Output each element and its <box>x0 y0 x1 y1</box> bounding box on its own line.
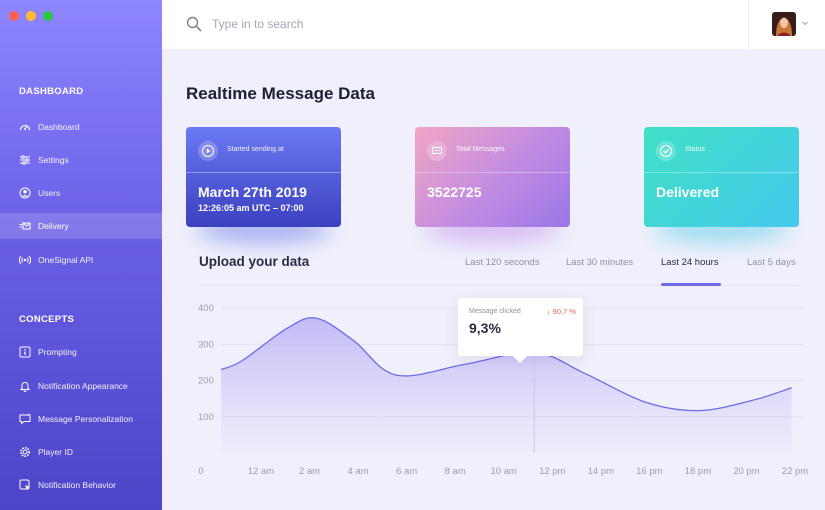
sidebar-item-onesignal-api[interactable]: OneSignal API <box>0 247 162 273</box>
broadcast-icon <box>19 255 31 265</box>
page-title: Realtime Message Data <box>186 84 375 103</box>
message-chart: 100 200 300 400 0 12 am 2 am 4 am 6 am 8 am 10 am 1… <box>198 303 808 477</box>
y-tick-label: 200 <box>198 376 214 387</box>
message-icon <box>19 413 31 425</box>
sidebar-item-prompting[interactable]: Prompting <box>0 339 162 365</box>
sidebar-item-settings[interactable]: Settings <box>0 147 162 173</box>
x-tick-label: 12 am <box>248 466 274 477</box>
card-label: Started sending at <box>227 146 284 153</box>
section-title-dashboard: DASHBOARD <box>19 86 84 97</box>
x-tick-label: 16 pm <box>636 466 662 477</box>
close-window-button[interactable] <box>9 11 19 21</box>
card-divider <box>415 172 570 173</box>
window-controls <box>9 11 53 21</box>
x-tick-label: 14 pm <box>588 466 614 477</box>
y-tick-label: 300 <box>198 339 214 350</box>
tab-last-24-hours[interactable]: Last 24 hours <box>661 257 719 268</box>
sidebar-item-label: Player ID <box>38 447 73 457</box>
card-value: Delivered <box>656 184 720 200</box>
card-subvalue: 12:26:05 am UTC – 07:00 <box>198 203 304 213</box>
check-icon <box>656 141 676 161</box>
play-icon <box>198 141 218 161</box>
sidebar-item-dashboard[interactable]: Dashboard <box>0 114 162 140</box>
x-tick-label: 20 pm <box>733 466 759 477</box>
sidebar-item-message-personalization[interactable]: Message Personalization <box>0 406 162 432</box>
card-divider <box>644 172 799 173</box>
gear-icon <box>20 447 30 457</box>
tabs-baseline <box>199 285 799 286</box>
x-tick-label: 6 am <box>396 466 417 477</box>
x-tick-label: 4 am <box>348 466 369 477</box>
minimize-window-button[interactable] <box>26 11 36 21</box>
bell-icon <box>19 382 31 392</box>
card-label: Total Messages <box>456 146 505 153</box>
search-input[interactable] <box>212 14 612 34</box>
sidebar-item-label: Notification Appearance <box>38 381 128 391</box>
chevron-down-icon[interactable] <box>801 19 809 27</box>
chart-tooltip: Message clicked ↓ 90,7 % 9,3% <box>458 298 583 356</box>
chart-area <box>221 317 792 453</box>
sidebar-item-label: Dashboard <box>38 122 80 132</box>
cursor-icon <box>19 479 30 490</box>
x-tick-label: 18 pm <box>685 466 711 477</box>
sidebar: DASHBOARD Dashboard Settings Users Deliv… <box>0 0 162 510</box>
zoom-window-button[interactable] <box>43 11 53 21</box>
avatar-portrait-icon <box>772 12 796 36</box>
sidebar-item-delivery[interactable]: Delivery <box>0 213 162 239</box>
x-tick-label: 10 am <box>491 466 517 477</box>
x-tick-label: 12 pm <box>539 466 565 477</box>
tab-last-5-days[interactable]: Last 5 days <box>747 257 796 268</box>
total-messages-card: Total Messages 3522725 <box>415 127 570 227</box>
sidebar-item-label: Settings <box>38 155 69 165</box>
card-value: March 27th 2019 <box>198 184 307 200</box>
sidebar-item-label: Prompting <box>38 347 77 357</box>
avatar[interactable] <box>772 12 796 36</box>
sidebar-item-player-id[interactable]: Player ID <box>0 439 162 465</box>
sliders-icon <box>20 155 30 165</box>
chart-line <box>220 317 792 412</box>
top-bar-divider <box>748 0 749 49</box>
x-tick-label: 2 am <box>299 466 320 477</box>
sidebar-item-label: OneSignal API <box>38 255 94 265</box>
tooltip-delta: ↓ 90,7 % <box>546 307 576 316</box>
sidebar-item-notification-behavior[interactable]: Notification Behavior <box>0 472 162 498</box>
sidebar-item-users[interactable]: Users <box>0 180 162 206</box>
x-tick-label: 8 am <box>445 466 466 477</box>
y-tick-label: 100 <box>198 412 214 423</box>
sidebar-item-label: Notification Behavior <box>38 480 116 490</box>
user-icon <box>19 187 31 199</box>
tab-last-30-minutes[interactable]: Last 30 minutes <box>566 257 634 268</box>
top-bar <box>162 0 825 49</box>
y-tick-label: 400 <box>198 303 214 314</box>
info-icon <box>19 346 31 358</box>
tab-last-120-seconds[interactable]: Last 120 seconds <box>465 257 540 268</box>
status-card: Status Delivered <box>644 127 799 227</box>
x-tick-label: 22 pm <box>782 466 808 477</box>
sidebar-item-label: Message Personalization <box>38 414 133 424</box>
tooltip-value: 9,3% <box>469 320 501 336</box>
upload-title: Upload your data <box>199 254 310 269</box>
delivery-icon <box>19 222 31 230</box>
sidebar-item-label: Delivery <box>38 221 69 231</box>
card-value: 3522725 <box>427 184 482 200</box>
section-title-concepts: CONCEPTS <box>19 314 75 325</box>
sidebar-item-label: Users <box>38 188 61 198</box>
search-icon <box>186 16 202 32</box>
card-divider <box>186 172 341 173</box>
card-label: Status <box>685 146 705 153</box>
started-sending-card: Started sending at March 27th 2019 12:26… <box>186 127 341 227</box>
x-tick-label: 0 <box>198 466 203 477</box>
active-tab-indicator <box>661 283 721 286</box>
message-icon <box>427 141 447 161</box>
dashboard-icon <box>19 124 31 131</box>
sidebar-item-notification-appearance[interactable]: Notification Appearance <box>0 373 162 399</box>
tooltip-label: Message clicked <box>469 308 521 315</box>
